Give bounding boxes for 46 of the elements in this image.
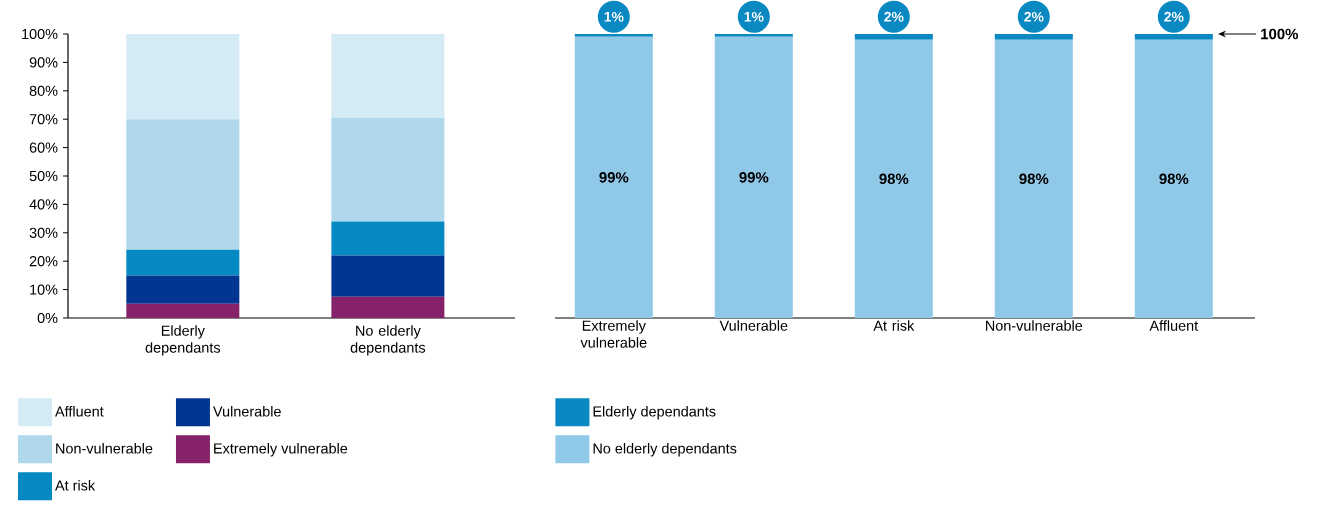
x-tick-label: At risk <box>873 320 915 331</box>
data-label: 2% <box>884 11 904 22</box>
data-label: 99% <box>599 172 629 183</box>
legend-label: Elderly dependants <box>593 405 716 420</box>
x-tick-label: Non-vulnerable <box>986 320 1083 331</box>
bar <box>331 117 445 222</box>
y-tick-label: 20% <box>29 256 58 267</box>
legend-label: No elderly dependants <box>593 442 737 457</box>
y-tick-label: 80% <box>29 85 58 96</box>
x-tick-label: Affluent <box>1149 320 1199 331</box>
data-label: 98% <box>1159 173 1189 185</box>
bar <box>126 34 240 120</box>
legend-label: Vulnerable <box>213 405 281 417</box>
x-tick-label: Vulnerable <box>719 320 788 331</box>
x-tick-label: Extremely vulnerable <box>580 320 647 348</box>
data-label: 1% <box>604 11 624 22</box>
text: 100% <box>1261 28 1299 40</box>
x-tick-label: No elderly dependants <box>350 325 426 356</box>
legend-label: At risk <box>55 479 96 491</box>
data-label: 98% <box>1019 173 1049 185</box>
bar <box>331 221 445 256</box>
y-tick-label: 90% <box>29 57 58 68</box>
data-label: 2% <box>1024 11 1044 22</box>
x-tick-label: Elderly dependants <box>145 325 221 356</box>
data-label: 2% <box>1164 11 1184 22</box>
data-label: 99% <box>739 172 769 183</box>
y-tick-label: 40% <box>29 199 58 210</box>
y-tick-label: 60% <box>29 142 58 153</box>
bar <box>331 34 445 118</box>
bar <box>126 119 240 250</box>
y-tick-label: 100% <box>22 28 58 40</box>
legend-label: Non-vulnerable <box>56 442 153 454</box>
bar <box>126 275 240 304</box>
y-tick-label: 30% <box>29 227 58 238</box>
bar <box>126 303 240 318</box>
y-tick-label: 10% <box>30 284 58 295</box>
y-tick-label: 50% <box>29 170 58 182</box>
bar <box>331 296 445 318</box>
legend-label: Affluent <box>55 405 104 417</box>
bar <box>331 255 445 297</box>
data-label: 98% <box>879 173 909 185</box>
legend-label: Extremely vulnerable <box>214 442 348 457</box>
y-tick-label: 70% <box>29 114 58 125</box>
data-label: 1% <box>744 11 764 22</box>
bar <box>126 249 240 276</box>
y-tick-label: 0% <box>37 312 58 324</box>
